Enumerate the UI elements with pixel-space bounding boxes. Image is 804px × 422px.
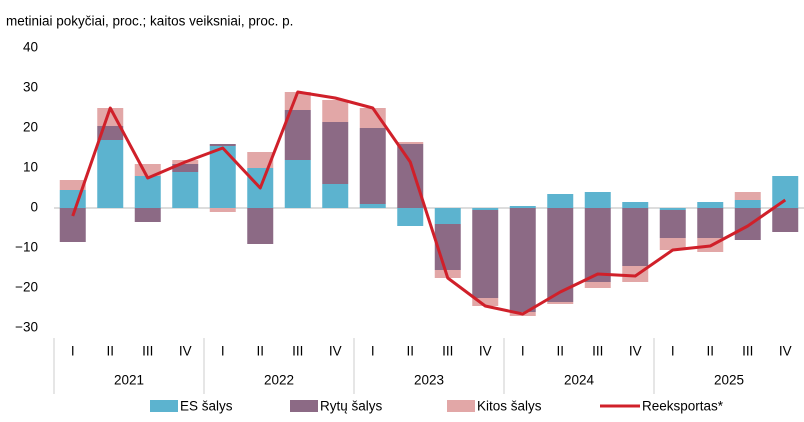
bar — [472, 298, 499, 306]
bar — [584, 282, 611, 288]
bar — [359, 204, 386, 208]
bar — [697, 208, 724, 238]
y-tick-label: 40 — [23, 40, 38, 55]
x-tick-label: I — [221, 344, 225, 359]
x-tick-label: IV — [479, 344, 492, 359]
bar — [734, 208, 761, 240]
bar — [659, 210, 686, 238]
bar — [622, 208, 649, 266]
bar — [397, 142, 424, 144]
legend-swatch — [447, 400, 475, 412]
year-label: 2023 — [414, 373, 444, 388]
legend-swatch — [150, 400, 178, 412]
x-tick-label: I — [521, 344, 525, 359]
bar — [134, 208, 161, 222]
x-tick-label: I — [71, 344, 75, 359]
bar — [247, 208, 274, 244]
legend-label: Kitos šalys — [477, 399, 542, 414]
bar — [584, 208, 611, 282]
bar — [59, 180, 86, 190]
x-tick-label: IV — [179, 344, 192, 359]
bar — [172, 164, 199, 172]
bar — [697, 202, 724, 208]
bar — [434, 208, 461, 224]
bar — [659, 208, 686, 210]
bar — [209, 144, 236, 146]
year-label: 2021 — [114, 373, 144, 388]
x-tick-label: I — [671, 344, 675, 359]
chart-title: metiniai pokyčiai, proc.; kaitos veiksni… — [6, 14, 293, 29]
x-tick-label: III — [292, 344, 303, 359]
bar — [322, 184, 349, 208]
bar — [509, 206, 536, 208]
bar — [359, 128, 386, 204]
bar — [322, 100, 349, 122]
y-tick-label: −10 — [15, 240, 38, 255]
bar — [772, 208, 799, 232]
year-label: 2025 — [714, 373, 744, 388]
x-tick-label: IV — [329, 344, 342, 359]
x-tick-label: II — [706, 344, 714, 359]
bar — [734, 192, 761, 200]
bar — [472, 208, 499, 210]
y-tick-label: 30 — [23, 80, 38, 95]
legend-label: Reeksportas* — [642, 399, 724, 414]
bar — [247, 152, 274, 168]
y-tick-label: 0 — [30, 200, 38, 215]
x-tick-label: II — [556, 344, 564, 359]
year-label: 2024 — [564, 373, 595, 388]
bar — [547, 194, 574, 208]
bar — [397, 144, 424, 208]
bar — [509, 208, 536, 312]
bar — [772, 176, 799, 208]
legend-label: Rytų šalys — [320, 399, 383, 414]
y-tick-label: 10 — [23, 160, 38, 175]
bar — [284, 160, 311, 208]
year-label: 2022 — [264, 373, 294, 388]
y-tick-label: 20 — [23, 120, 38, 135]
x-tick-label: IV — [629, 344, 642, 359]
bar — [284, 110, 311, 160]
x-tick-label: III — [742, 344, 753, 359]
x-tick-label: IV — [779, 344, 792, 359]
bar — [359, 108, 386, 128]
y-tick-label: −30 — [15, 320, 38, 335]
x-tick-label: II — [106, 344, 114, 359]
bar — [622, 202, 649, 208]
line — [71, 90, 787, 316]
bar — [172, 172, 199, 208]
bar — [397, 208, 424, 226]
bar — [209, 146, 236, 208]
bar — [547, 302, 574, 304]
bar — [659, 238, 686, 250]
x-tick-label: III — [442, 344, 453, 359]
x-tick-label: III — [592, 344, 603, 359]
bar — [134, 176, 161, 208]
legend-swatch — [290, 400, 318, 412]
bar — [734, 200, 761, 208]
bar — [472, 210, 499, 298]
bar — [209, 208, 236, 212]
bar — [584, 192, 611, 208]
x-tick-label: II — [256, 344, 264, 359]
legend-label: ES šalys — [180, 399, 233, 414]
bar — [322, 122, 349, 184]
x-tick-label: I — [371, 344, 375, 359]
x-tick-label: II — [406, 344, 414, 359]
y-tick-label: −20 — [15, 280, 38, 295]
bar — [97, 140, 124, 208]
x-tick-label: III — [142, 344, 153, 359]
